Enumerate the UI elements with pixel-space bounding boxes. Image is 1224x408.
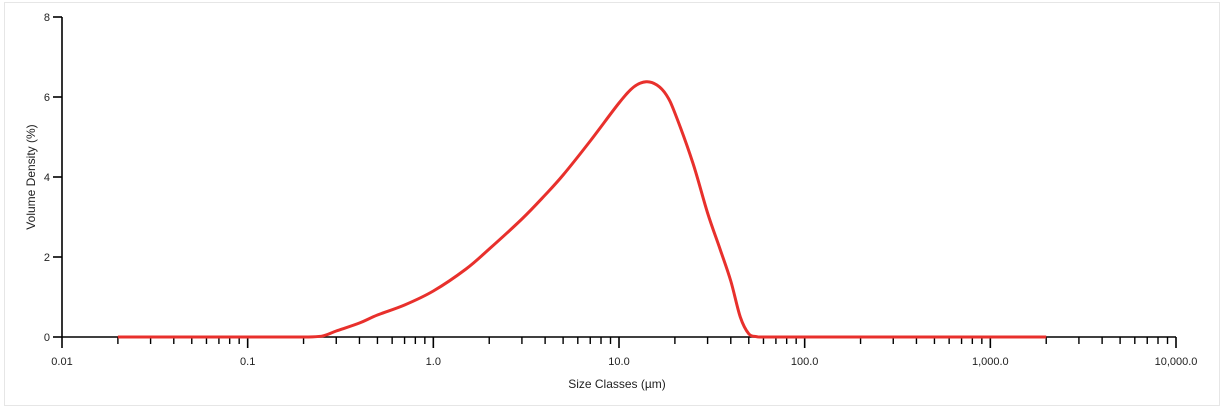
x-axis-label: Size Classes (µm) bbox=[568, 377, 666, 391]
y-tick-label: 0 bbox=[44, 332, 50, 344]
x-tick-label: 0.1 bbox=[240, 356, 255, 368]
y-tick-label: 4 bbox=[44, 172, 50, 184]
x-tick-label: 0.01 bbox=[51, 356, 72, 368]
y-tick-label: 8 bbox=[44, 12, 50, 24]
series-marks bbox=[117, 80, 1047, 339]
y-tick-label: 2 bbox=[44, 252, 50, 264]
axes: 0.01 0.1 1.0 10.0 100.0 1,000.0 10,000.0 0 2 4 6 8 bbox=[44, 12, 1198, 368]
y-tick-label: 6 bbox=[44, 92, 50, 104]
series-line-0 bbox=[117, 80, 1047, 339]
y-axis-label: Volume Density (%) bbox=[24, 124, 38, 229]
x-tick-label: 10,000.0 bbox=[1155, 356, 1198, 368]
x-tick-label: 10.0 bbox=[608, 356, 629, 368]
x-tick-label: 1,000.0 bbox=[972, 356, 1009, 368]
x-tick-label: 1.0 bbox=[426, 356, 441, 368]
x-tick-label: 100.0 bbox=[791, 356, 819, 368]
